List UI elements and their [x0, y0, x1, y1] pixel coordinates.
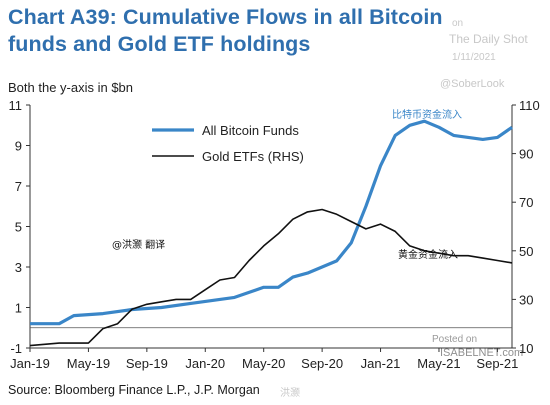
y-right-tick-label: 110 [519, 98, 540, 113]
watermark-isabelnet: ISABELNET.com [440, 347, 524, 359]
y-right-tick-label: 10 [519, 341, 533, 356]
x-tick-label: Jan-19 [10, 356, 50, 371]
legend-label-bitcoin: All Bitcoin Funds [202, 123, 299, 138]
y-left-tick-label: 3 [15, 260, 22, 275]
x-tick-label: May-20 [242, 356, 285, 371]
x-tick-label: Jan-21 [361, 356, 401, 371]
watermark-handle: @SoberLook [440, 78, 505, 90]
y-left-tick-label: 1 [15, 301, 22, 316]
y-right-tick-label: 70 [519, 195, 533, 210]
x-tick-label: May-21 [417, 356, 460, 371]
y-left-tick-label: 5 [15, 220, 22, 235]
watermark-date: 1/11/2021 [452, 52, 496, 63]
y-right-tick-label: 50 [519, 244, 533, 259]
weibo-watermark-bottom: 洪灏 [280, 387, 300, 399]
y-left-tick-label: 11 [9, 98, 23, 113]
weibo-credit-label: @洪灏 翻译 [112, 239, 165, 251]
x-tick-label: Jan-20 [185, 356, 225, 371]
x-tick-label: May-19 [67, 356, 110, 371]
units-note: Both the y-axis in $bn [8, 80, 134, 95]
watermark-posted-on-top: on [452, 18, 464, 29]
y-right-tick-label: 30 [519, 292, 533, 307]
x-tick-label: Sep-20 [301, 356, 343, 371]
y-left-tick-label: -1 [10, 341, 22, 356]
bitcoin-funds-line [30, 119, 513, 326]
chart-title: Chart A39: Cumulative Flows in all Bitco… [8, 5, 443, 56]
x-tick-label: Sep-19 [126, 356, 168, 371]
watermark-posted-on: Posted on [432, 334, 478, 345]
legend-label-gold: Gold ETFs (RHS) [202, 149, 304, 164]
y-left-tick-label: 9 [15, 139, 22, 154]
source-note: Source: Bloomberg Finance L.P., J.P. Mor… [8, 383, 260, 397]
x-tick-label: Sep-21 [476, 356, 518, 371]
y-left-tick-label: 7 [15, 179, 22, 194]
watermark-daily-shot: The Daily Shot [449, 32, 528, 46]
annotation-bitcoin-cn: 比特币资金流入 [392, 108, 462, 121]
annotation-gold-cn: 黄金资金流入 [398, 248, 458, 261]
y-right-tick-label: 90 [519, 147, 533, 162]
gold-etf-line [29, 208, 513, 347]
